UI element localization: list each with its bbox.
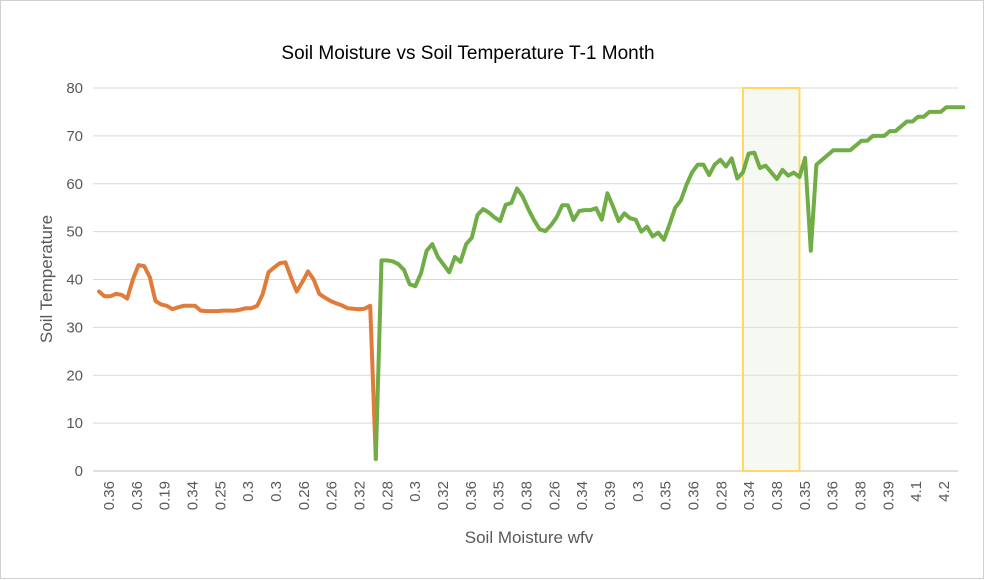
- highlight-box: [741, 87, 801, 472]
- gridlines: [93, 87, 958, 472]
- y-axis-ticks: 0 10 20 30 40 50 60 70 80: [66, 80, 83, 480]
- x-tick-label: 0.36: [101, 481, 118, 510]
- chart-title: Soil Moisture vs Soil Temperature T-1 Mo…: [281, 43, 654, 64]
- highlight-region: [741, 87, 801, 472]
- y-tick-label: 60: [66, 176, 83, 193]
- x-tick-label: 0.38: [769, 481, 786, 510]
- x-tick-label: 0.26: [546, 481, 563, 510]
- x-tick-label: 0.35: [797, 481, 814, 510]
- x-axis-label: Soil Moisture wfv: [465, 528, 594, 547]
- y-tick-label: 20: [66, 367, 83, 384]
- x-tick-label: 0.35: [491, 481, 508, 510]
- x-tick-label: 0.35: [658, 481, 675, 510]
- x-tick-label: 0.36: [686, 481, 703, 510]
- y-tick-label: 40: [66, 272, 83, 289]
- x-tick-label: 0.19: [157, 481, 174, 510]
- x-tick-label: 0.38: [853, 481, 870, 510]
- y-tick-label: 80: [66, 80, 83, 97]
- x-tick-label: 0.26: [296, 481, 313, 510]
- y-tick-label: 10: [66, 415, 83, 432]
- x-tick-label: 4.1: [908, 481, 925, 502]
- x-tick-label: 0.36: [463, 481, 480, 510]
- x-tick-label: 0.3: [268, 481, 285, 502]
- series-line-2: [373, 105, 966, 461]
- x-tick-label: 0.26: [324, 481, 341, 510]
- x-tick-label: 0.28: [379, 481, 396, 510]
- y-axis-label: Soil Temperature: [37, 215, 56, 343]
- x-axis-ticks: 0.36 0.36 0.19 0.34 0.25 0.3 0.3 0.26 0.26 0.32 0.…: [101, 481, 953, 510]
- x-tick-label: 0.25: [212, 481, 229, 510]
- x-tick-label: 0.34: [574, 481, 591, 510]
- x-tick-label: 0.39: [602, 481, 619, 510]
- series-line-1: [97, 260, 378, 461]
- x-tick-label: 0.3: [630, 481, 647, 502]
- x-tick-label: 0.3: [240, 481, 257, 502]
- x-tick-label: 0.32: [352, 481, 369, 510]
- x-tick-label: 0.34: [741, 481, 758, 510]
- y-tick-label: 0: [75, 463, 83, 480]
- x-tick-label: 0.36: [129, 481, 146, 510]
- x-tick-label: 0.39: [880, 481, 897, 510]
- x-tick-label: 0.36: [825, 481, 842, 510]
- x-tick-label: 0.34: [185, 481, 202, 510]
- x-tick-label: 0.3: [407, 481, 424, 502]
- x-tick-label: 0.28: [713, 481, 730, 510]
- x-tick-label: 4.2: [936, 481, 953, 502]
- x-tick-label: 0.38: [519, 481, 536, 510]
- y-tick-label: 50: [66, 224, 83, 241]
- x-tick-label: 0.32: [435, 481, 452, 510]
- y-tick-label: 70: [66, 128, 83, 145]
- y-tick-label: 30: [66, 319, 83, 336]
- series-lines: [97, 105, 966, 461]
